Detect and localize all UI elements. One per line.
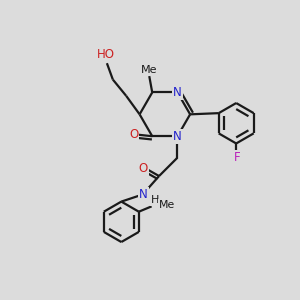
Text: N: N [173, 130, 182, 143]
Text: O: O [138, 162, 148, 176]
Text: N: N [139, 188, 148, 201]
Text: F: F [233, 151, 240, 164]
Text: N: N [173, 86, 182, 99]
Text: H: H [151, 195, 159, 205]
Text: O: O [129, 128, 138, 141]
Text: HO: HO [96, 48, 114, 62]
Text: Me: Me [158, 200, 175, 210]
Text: Me: Me [141, 64, 158, 75]
